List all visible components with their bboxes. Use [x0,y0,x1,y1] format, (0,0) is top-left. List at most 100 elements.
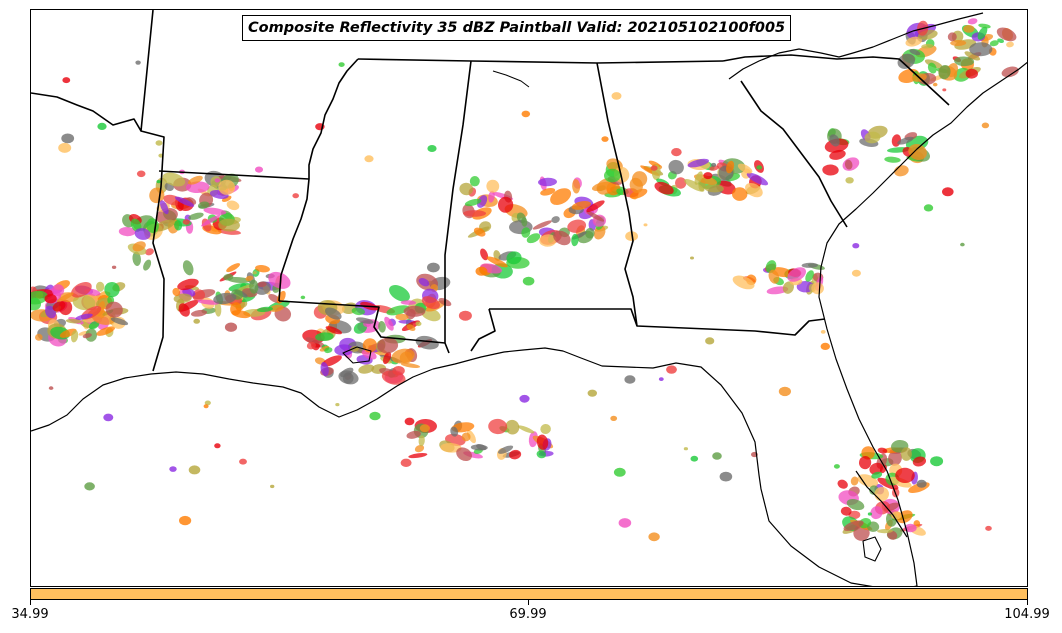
echo-blob [188,212,204,220]
echo-blob [400,300,417,305]
echo-blob [406,430,421,439]
echo-cell [338,62,345,67]
echo-cell [778,386,792,397]
echo-blob [967,18,978,25]
echo-blob [391,348,415,364]
echo-blob [787,267,807,282]
lake-outline [342,346,372,364]
state-border [278,58,359,302]
echo-blob [509,449,522,460]
echo-blob [71,282,92,298]
echo-blob [864,131,881,144]
echo-blob [591,181,613,192]
echo-blob [249,279,259,294]
echo-cell [981,122,990,129]
state-border [855,470,908,538]
echo-blob [470,444,488,451]
state-border [444,60,472,354]
echo-blob [218,179,236,195]
echo-blob [921,43,934,49]
echo-blob [877,447,888,454]
echo-cell [427,262,440,273]
echo-blob [59,328,77,338]
echo-cell [427,145,437,152]
echo-blob [461,432,471,442]
echo-blob [947,32,957,42]
echo-blob [536,450,547,459]
echo-blob [105,301,123,318]
echo-blob [110,317,129,326]
echo-blob [684,179,705,192]
echo-blob [884,156,901,163]
echo-blob [844,159,853,170]
state-border [31,92,142,132]
echo-blob [969,42,993,57]
echo-blob [938,64,951,80]
echo-blob [497,196,514,213]
echo-blob [927,62,937,74]
echo-blob [96,326,116,336]
echo-blob [822,164,839,176]
echo-blob [305,337,325,348]
echo-blob [421,307,441,322]
echo-blob [173,293,192,304]
colorbar-label-max: 104.99 [1004,607,1050,622]
echo-blob [378,321,386,333]
echo-blob [130,218,142,232]
echo-cell [204,400,211,406]
echo-blob [143,259,152,271]
state-border [489,308,826,336]
echo-blob [400,362,421,368]
echo-blob [829,134,840,147]
echo-blob [737,163,753,174]
echo-blob [203,207,227,215]
echo-blob [538,177,557,187]
echo-blob [897,53,916,69]
echo-blob [801,262,818,268]
echo-blob [888,450,902,466]
echo-blob [950,39,967,47]
echo-blob [386,305,410,316]
echo-blob [486,179,500,193]
echo-blob [134,228,151,240]
echo-cell [415,321,422,327]
echo-blob [668,159,684,175]
echo-blob [517,425,535,434]
echo-blob [223,273,234,281]
colorbar-label-mid: 69.99 [509,607,547,622]
echo-blob [82,333,92,339]
echo-blob [912,456,927,467]
echo-blob [221,195,232,202]
echo-blob [56,292,74,303]
echo-cell [703,172,713,180]
echo-blob [178,303,190,317]
echo-cell [169,466,177,472]
echo-blob [118,226,136,237]
echo-blob [540,423,551,435]
echo-blob [459,182,474,196]
echo-blob [201,214,221,227]
echo-cell [624,375,636,384]
echo-cell [845,177,854,184]
echo-cell [521,110,531,118]
echo-blob [480,248,489,261]
echo-blob [319,345,330,352]
echo-blob [746,172,769,186]
echo-cell [690,256,694,260]
echo-blob [732,275,755,290]
reflectivity-echoes [31,18,1019,542]
echo-cell [643,223,648,227]
echo-blob [153,219,175,232]
echo-cell [923,204,934,212]
echo-blob [190,309,208,317]
echo-blob [255,265,270,273]
state-border [140,10,165,372]
echo-blob [908,144,927,160]
state-border [278,300,446,344]
echo-cell [182,219,190,225]
echo-blob [177,278,199,291]
echo-blob [997,38,1005,43]
echo-blob [362,338,378,353]
echo-blob [846,499,865,511]
echo-cell [193,318,200,324]
